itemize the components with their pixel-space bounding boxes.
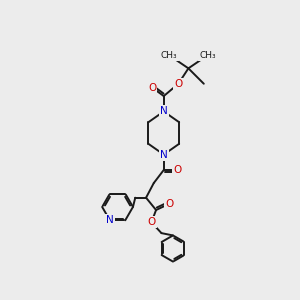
- Text: N: N: [160, 106, 168, 116]
- Text: N: N: [160, 150, 168, 160]
- Text: O: O: [173, 165, 182, 175]
- Text: CH₃: CH₃: [199, 51, 216, 60]
- Text: O: O: [148, 82, 156, 93]
- Text: O: O: [165, 199, 173, 209]
- Text: O: O: [174, 79, 182, 89]
- Text: CH₃: CH₃: [161, 51, 178, 60]
- Text: N: N: [106, 215, 114, 225]
- Text: O: O: [147, 217, 156, 227]
